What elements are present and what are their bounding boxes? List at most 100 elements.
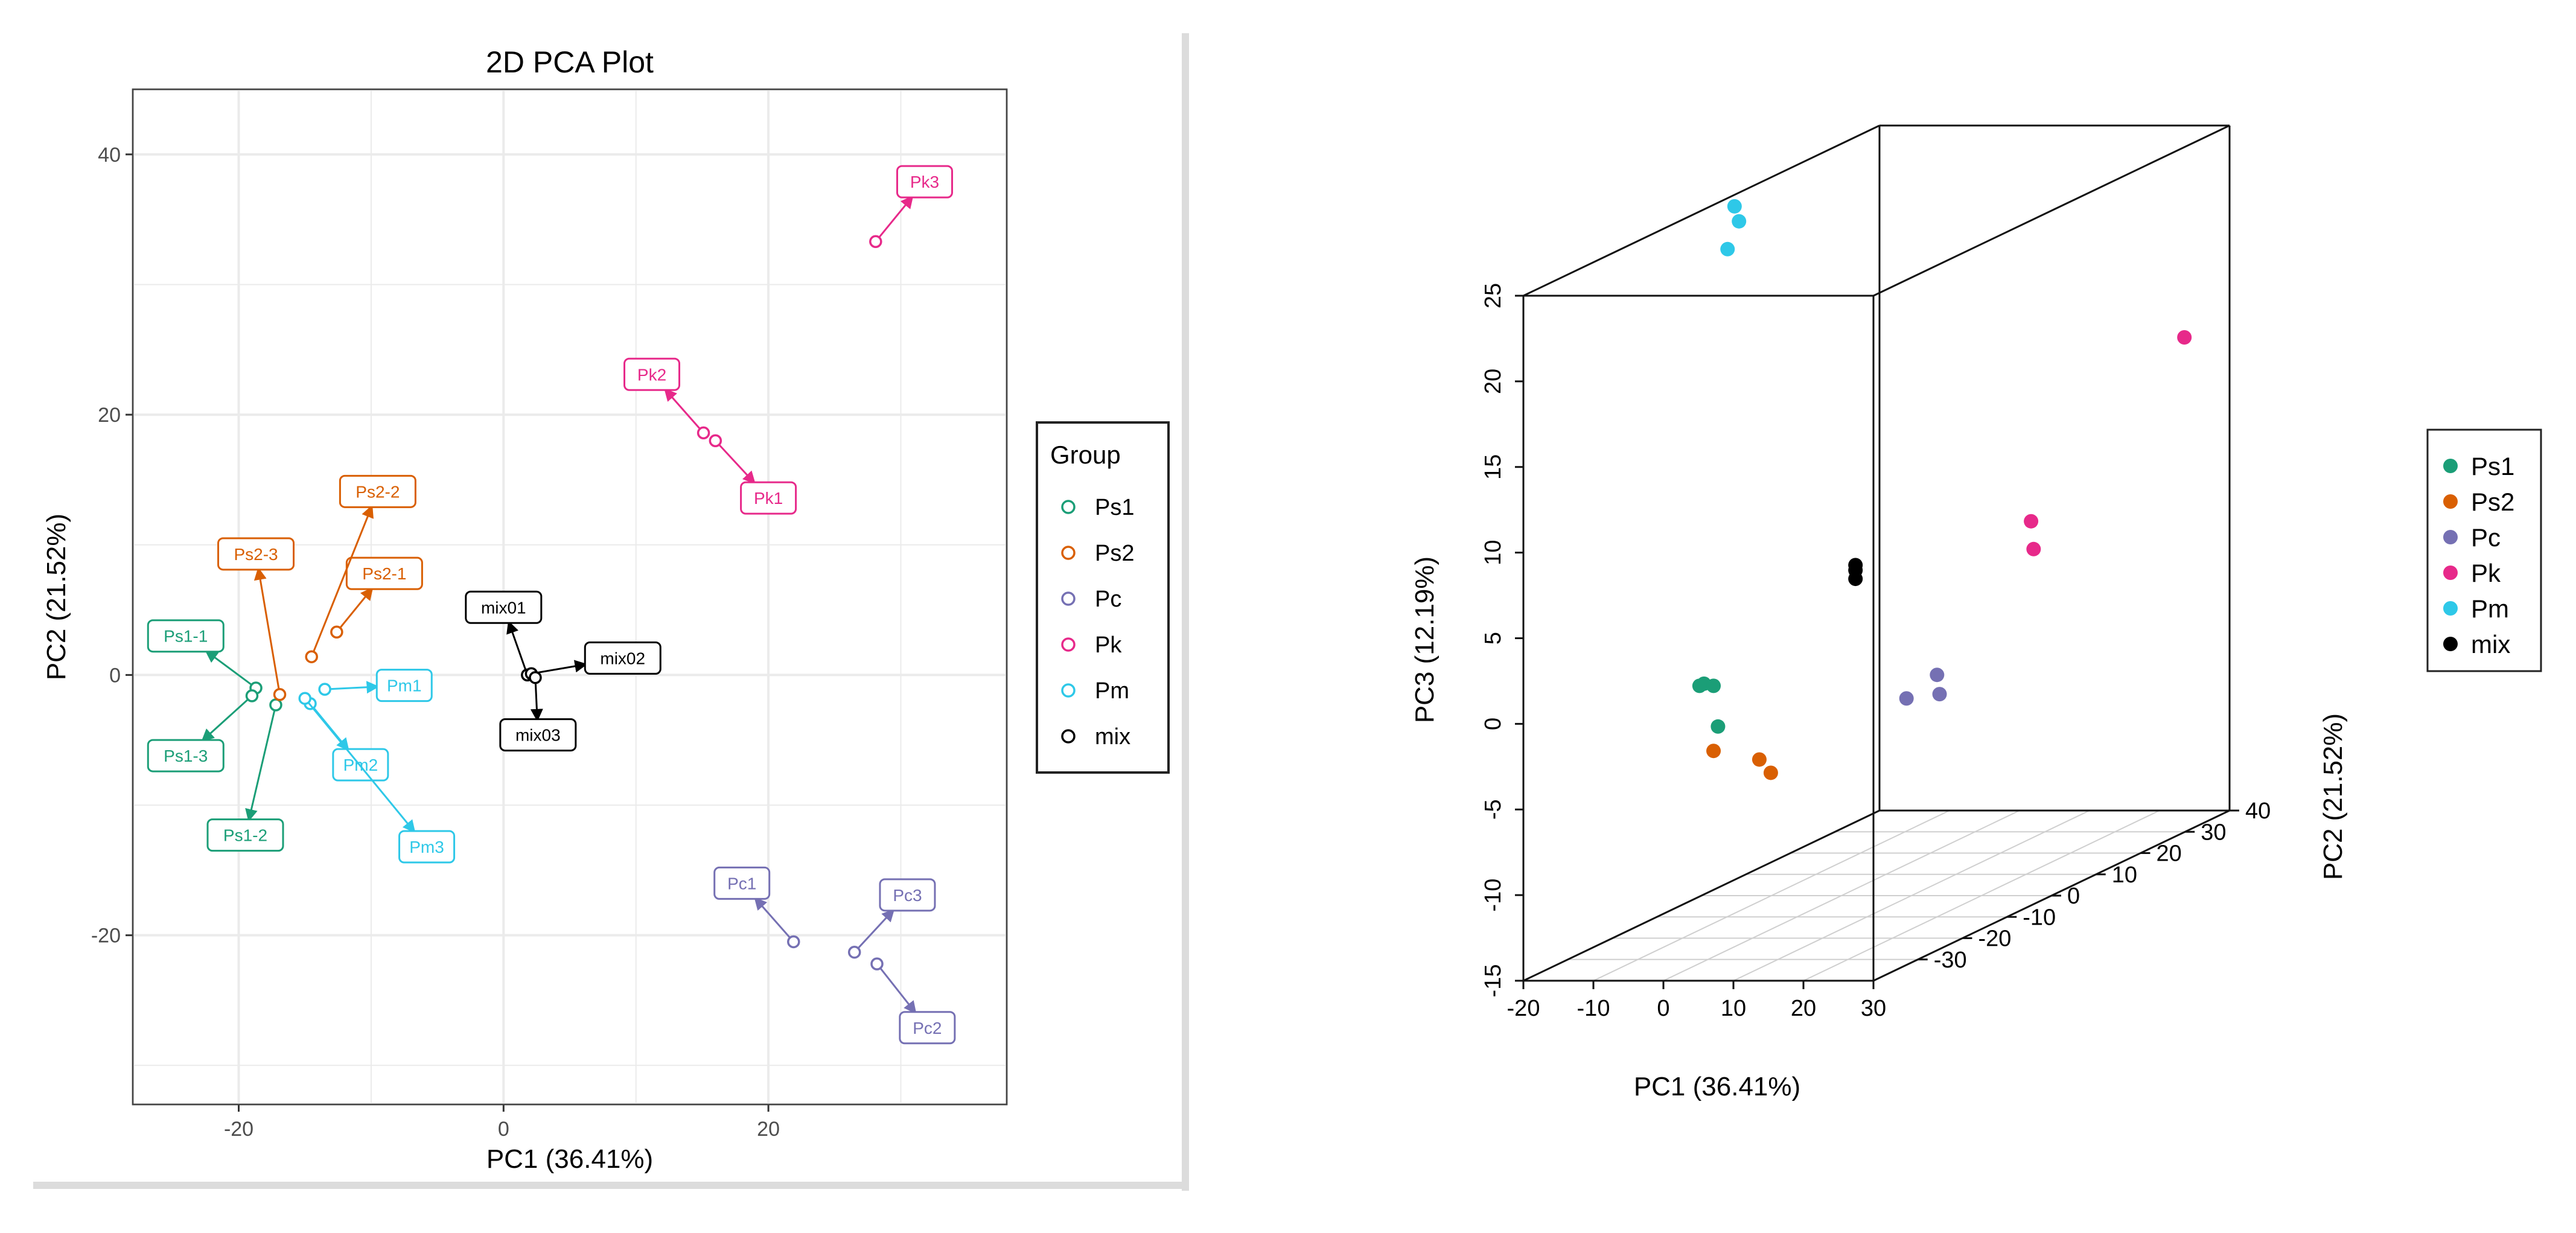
- point-label-box: [375, 669, 433, 703]
- y-tick-label: -20: [91, 925, 121, 948]
- data-point-ps1-3: [245, 689, 259, 703]
- data-point-3d-pk: [2024, 514, 2039, 529]
- legend-key-ps1: [1061, 500, 1076, 514]
- data-point-pk3: [869, 235, 882, 249]
- point-label-box: [147, 739, 225, 773]
- legend-key-ps2: [1061, 546, 1076, 560]
- data-point-ps2-1: [330, 625, 343, 639]
- point-label-box: [147, 619, 225, 653]
- data-point-3d-ps2: [1706, 744, 1721, 759]
- legend-label-3d: Ps2: [2471, 488, 2514, 516]
- point-label-box: [740, 481, 797, 515]
- point-label: Ps2-2: [355, 482, 400, 501]
- legend-box: [1036, 421, 1170, 774]
- data-point-pm1: [318, 683, 331, 696]
- z-tick-label: 0: [1481, 718, 1506, 730]
- data-point-3d-pc: [1899, 691, 1914, 706]
- data-point-3d-pm: [1727, 199, 1742, 214]
- legend-key-pk: [1061, 637, 1076, 652]
- legend-label-3d: Ps1: [2471, 452, 2514, 480]
- z-axis-title: PC3 (12.19%): [1410, 556, 1439, 723]
- data-point-pc1: [787, 935, 800, 949]
- point-label-box: [217, 537, 295, 571]
- z-tick-label: 10: [1481, 540, 1506, 565]
- label-leader-line: [876, 963, 917, 1015]
- data-point-pk2: [697, 426, 710, 440]
- point-label: Pk1: [754, 489, 783, 508]
- legend-key-pc: [1061, 591, 1076, 606]
- point-label: mix03: [515, 726, 561, 745]
- data-point-3d-ps1: [1706, 678, 1721, 693]
- point-label: Pm3: [409, 838, 444, 856]
- point-label-box: [713, 866, 771, 900]
- legend-label-3d: mix: [2471, 630, 2510, 658]
- data-point-mix03: [529, 671, 542, 684]
- legend-label: Ps1: [1095, 495, 1134, 520]
- floor-gridline: [1803, 810, 2160, 981]
- label-leader-line: [754, 897, 794, 943]
- label-leader-line: [336, 587, 374, 633]
- data-point-pc2: [870, 957, 884, 970]
- x-tick-label: 0: [1657, 996, 1669, 1021]
- data-point-3d-ps2: [1763, 765, 1778, 780]
- x-tick-label: 10: [1721, 996, 1746, 1021]
- label-leader-line: [245, 704, 277, 822]
- label-leader-line: [531, 660, 588, 675]
- label-leader-line: [530, 677, 543, 722]
- y-axis-title: PC2 (21.52%): [42, 514, 71, 680]
- x-axis-title: PC1 (36.41%): [1634, 1072, 1800, 1101]
- z-tick-label: 5: [1481, 632, 1506, 645]
- label-leader-line: [201, 695, 253, 742]
- data-point-ps1-2: [269, 698, 282, 712]
- legend-key-3d-pm: [2443, 601, 2458, 616]
- point-label-box: [896, 165, 953, 199]
- legend-key-3d-pc: [2443, 530, 2458, 544]
- legend-key-mix: [1061, 729, 1076, 744]
- y-tick-label: 40: [2245, 798, 2271, 824]
- pca-3d-plot: -20 -10 0 10 20 30 PC1 (36.41%) -15 -10 -5 0 5 10 15 2…: [1410, 124, 2542, 1101]
- y-tick-label: -30: [1934, 948, 1967, 973]
- box-edge: [1523, 124, 1880, 297]
- y-axis-title: PC2 (21.52%): [2318, 713, 2348, 880]
- z-tick-label: -10: [1481, 879, 1506, 912]
- data-point-3d-pm: [1720, 241, 1735, 256]
- floor-gridline: [1663, 810, 2020, 981]
- label-leader-line: [664, 388, 704, 434]
- data-point-ps2-2: [305, 650, 318, 663]
- z-tick-label: -15: [1481, 964, 1506, 998]
- label-leader-line: [205, 650, 257, 689]
- x-tick-label: 30: [1861, 996, 1886, 1021]
- label-leader-line: [304, 698, 416, 833]
- label-leader-line: [875, 195, 914, 243]
- point-label-box: [206, 818, 284, 852]
- legend-label: mix: [1095, 724, 1130, 750]
- data-point-3d-pk: [2026, 541, 2041, 556]
- legend-label-3d: Pk: [2471, 559, 2501, 587]
- panel-divider-horizontal: [33, 1182, 1189, 1189]
- data-point-3d-pk: [2177, 330, 2192, 345]
- chart-title: 2D PCA Plot: [486, 45, 654, 79]
- pca-2d-plot: -20 0 20 -20 0 20 40 2D PCA Plot PC1 (36.41%) PC2…: [42, 45, 1170, 1174]
- x-axis-title: PC1 (36.41%): [486, 1144, 653, 1174]
- legend-label: Ps2: [1095, 541, 1134, 566]
- y-tick-label: 10: [2112, 862, 2137, 888]
- legend-label-3d: Pc: [2471, 523, 2501, 552]
- legend-key-pm: [1061, 683, 1076, 698]
- floor-gridline: [1593, 810, 1950, 981]
- data-point-3d-ps1: [1710, 719, 1726, 734]
- data-point-ps2-3: [273, 687, 287, 701]
- panel-divider-vertical: [1182, 33, 1189, 1191]
- x-tick-label: 20: [757, 1118, 780, 1141]
- point-label: mix01: [481, 598, 526, 617]
- data-point-3d-ps2: [1752, 752, 1767, 767]
- box-edge: [1873, 124, 2230, 297]
- point-label: Pm1: [387, 677, 422, 695]
- label-leader-line: [310, 505, 374, 657]
- data-point-pm3: [298, 692, 311, 705]
- y-tick-label: -10: [2023, 905, 2056, 930]
- label-leader-line: [253, 567, 281, 695]
- point-label: Pc1: [727, 874, 756, 893]
- z-tick-label: 15: [1481, 454, 1506, 480]
- y-tick-label: 20: [98, 404, 121, 427]
